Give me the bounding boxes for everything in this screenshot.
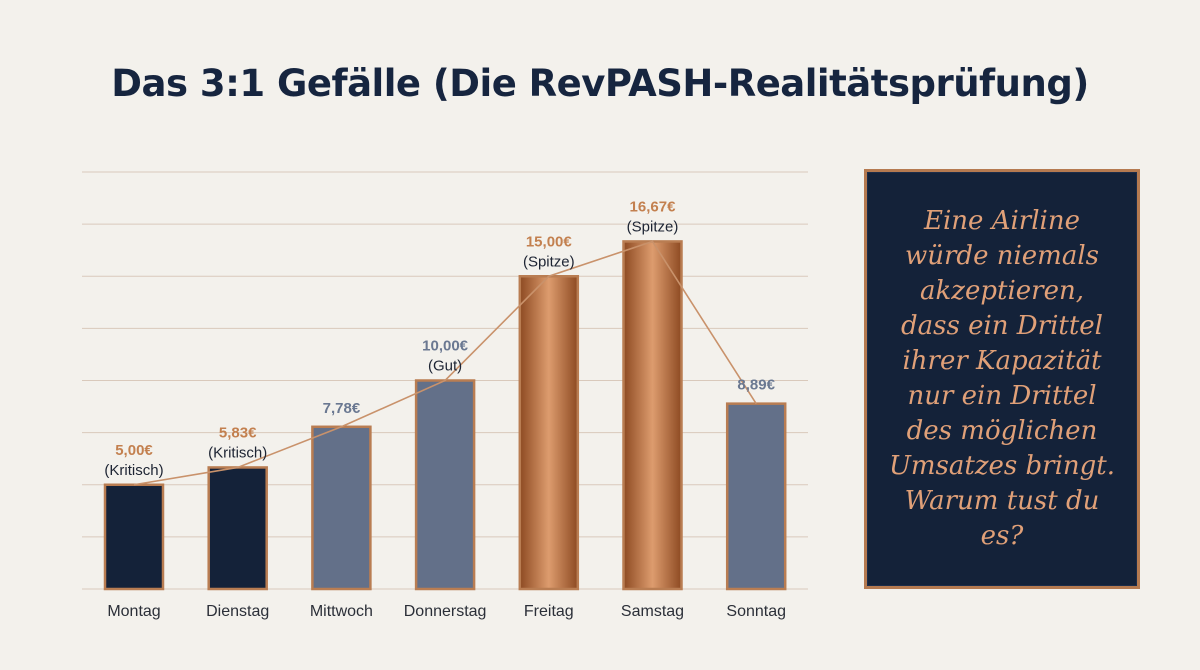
x-tick-label: Donnerstag [404,603,487,620]
value-label: 15,00€ [526,233,573,250]
x-axis-labels: Montag Dienstag Mittwoch Donnerstag Freitag S… [107,603,786,620]
bar-donnerstag [414,379,476,591]
annotation-label: (Kritisch) [104,462,163,479]
trend-line [133,240,757,486]
x-tick-label: Freitag [524,603,574,620]
x-tick-label: Dienstag [206,603,269,620]
annotation-label: (Gut) [428,358,462,375]
annotation-label: (Spitze) [523,253,575,270]
bar-samstag [622,240,683,591]
value-label: 5,83€ [219,424,257,441]
quote-box: Eine Airline würde niemals akzeptieren, … [864,169,1140,589]
trend-line-group [133,240,757,486]
quote-text: Eine Airline würde niemals akzeptieren, … [888,206,1116,551]
page-title: Das 3:1 Gefälle (Die RevPASH-Realitätspr… [111,62,1089,105]
x-tick-label: Samstag [621,603,684,620]
bar-sonntag [725,402,787,591]
bar-freitag [518,275,580,591]
value-label: 5,00€ [115,442,153,459]
x-tick-label: Mittwoch [310,603,373,620]
value-label: 10,00€ [422,338,469,355]
value-label: 7,78€ [323,400,361,417]
bar-montag [103,483,165,591]
annotation-label: (Kritisch) [208,444,267,461]
value-label: 16,67€ [630,198,677,215]
bar-dienstag [207,466,268,591]
x-tick-label: Sonntag [726,603,786,620]
value-labels: 5,00€ (Kritisch) 5,83€ (Kritisch) 7,78€ 10,00… [104,198,775,478]
x-tick-label: Montag [107,603,160,620]
annotation-label: (Spitze) [627,218,679,235]
value-label: 8,89€ [737,377,775,394]
bars [103,240,787,591]
bar-mittwoch [311,425,372,591]
revpash-bar-chart: 5,00€ (Kritisch) 5,83€ (Kritisch) 7,78€ 10,00… [82,171,808,620]
